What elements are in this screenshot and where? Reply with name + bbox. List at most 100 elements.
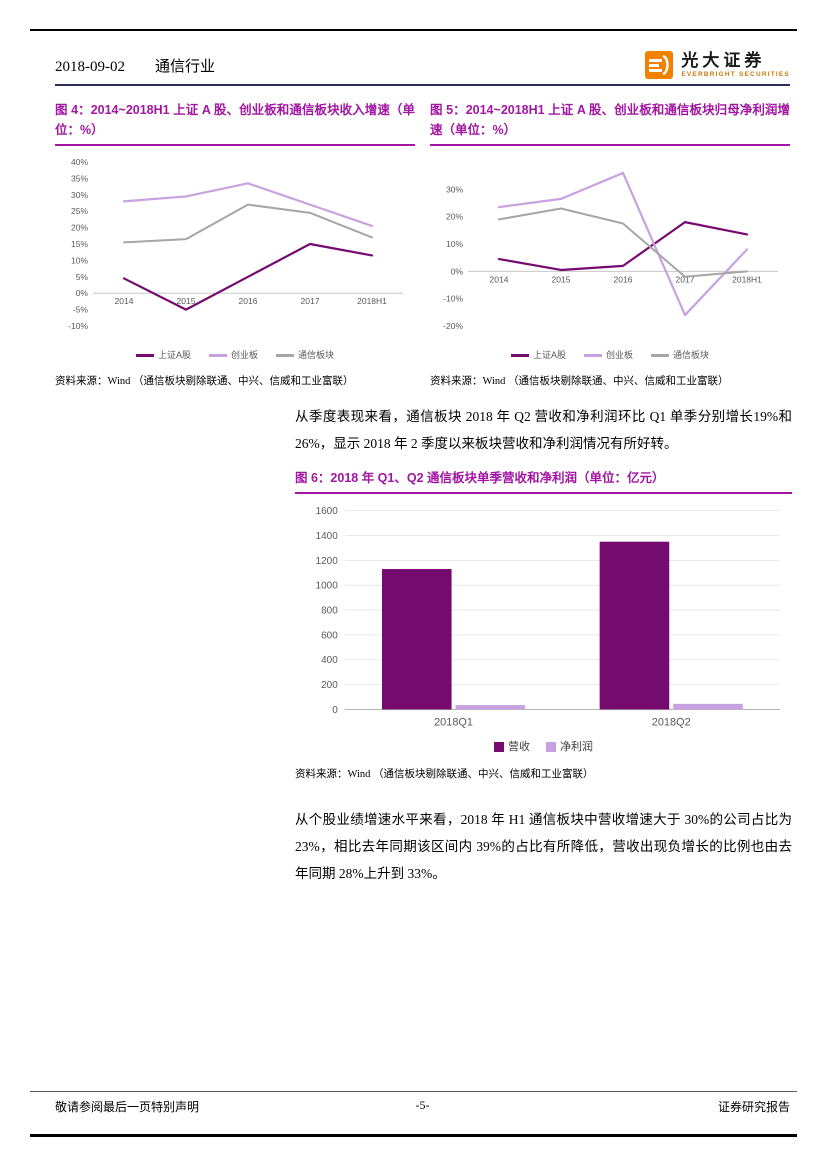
brand: 光大证券 EVERBRIGHT SECURITIES: [644, 50, 790, 80]
svg-text:0%: 0%: [76, 288, 89, 298]
series-swatch: [546, 742, 556, 753]
series-swatch: [135, 354, 154, 357]
svg-text:-20%: -20%: [443, 321, 463, 331]
series-swatch: [208, 354, 227, 357]
header-rule: [55, 84, 790, 86]
page-top-border: [30, 29, 797, 31]
legend-label: 上证A股: [532, 350, 566, 360]
svg-text:-10%: -10%: [68, 321, 88, 331]
figure-4-title-rule: [55, 144, 415, 146]
svg-text:800: 800: [321, 606, 338, 617]
legend-label: 创业板: [230, 350, 258, 360]
brand-subtitle: EVERBRIGHT SECURITIES: [681, 70, 790, 78]
header-meta: 2018-09-02 通信行业: [55, 55, 215, 80]
svg-text:1200: 1200: [316, 556, 339, 567]
svg-text:2018H1: 2018H1: [357, 296, 387, 306]
legend-item: 净利润: [546, 738, 593, 754]
svg-text:1600: 1600: [316, 506, 339, 517]
series-swatch: [276, 354, 294, 357]
svg-text:2014: 2014: [115, 296, 134, 306]
brand-text: 光大证券 EVERBRIGHT SECURITIES: [681, 51, 790, 78]
figure-5-source: 资料来源：Wind （通信板块剔除联通、中兴、信威和工业富联）: [430, 376, 729, 387]
svg-text:20%: 20%: [446, 212, 463, 222]
footer-disclaimer: 敬请参阅最后一页特别声明: [55, 1100, 200, 1114]
figure-5-title: 图 5：2014~2018H1 上证 A 股、创业板和通信板块归母净利润增速（单…: [430, 103, 790, 137]
figure-4-chart: 40% 35% 30% 25% 20% 15% 10% 5% 0% -5% -10% 2014 2015…: [68, 157, 403, 331]
svg-text:1400: 1400: [316, 531, 339, 542]
series-swatch: [510, 354, 529, 357]
svg-text:10%: 10%: [446, 239, 463, 249]
legend-label: 营收: [508, 741, 530, 753]
report-header: 2018-09-02 通信行业 光大证券 EVERBRIGHT SECURITI…: [55, 50, 790, 80]
brand-name: 光大证券: [681, 51, 766, 71]
series-swatch: [494, 742, 504, 753]
svg-text:2017: 2017: [676, 274, 695, 284]
figure-5-chart: 30% 20% 10% 0% -10% -20% 2014 2015 2016 2017 2018H…: [443, 171, 778, 331]
figure-4-source: 资料来源：Wind （通信板块剔除联通、中兴、信威和工业富联）: [55, 376, 354, 387]
svg-text:0%: 0%: [451, 266, 464, 276]
legend-item: 上证A股: [135, 348, 191, 361]
svg-text:10%: 10%: [71, 255, 88, 265]
svg-text:-5%: -5%: [73, 305, 89, 315]
series-swatch: [583, 354, 602, 357]
footer-rule: [30, 1091, 797, 1092]
svg-text:2017: 2017: [301, 296, 320, 306]
page-bottom-border: [30, 1134, 797, 1137]
legend-item: 通信板块: [651, 348, 709, 361]
series-swatch: [651, 354, 669, 357]
svg-text:30%: 30%: [71, 190, 88, 200]
figure-6-legend: 营收 净利润: [295, 738, 792, 754]
legend-label: 通信板块: [298, 350, 335, 360]
everbright-logo-icon: [645, 51, 674, 79]
report-footer: 敬请参阅最后一页特别声明 -5- 证券研究报告: [55, 1098, 790, 1115]
legend-item: 通信板块: [276, 348, 334, 361]
paragraph-stock-growth: 从个股业绩增速水平来看，2018 年 H1 通信板块中营收增速大于 30%的公司…: [295, 812, 792, 881]
figure-4: 图 4：2014~2018H1 上证 A 股、创业板和通信板块收入增速（单位：%…: [55, 100, 415, 388]
svg-text:5%: 5%: [76, 272, 89, 282]
figures-row: 图 4：2014~2018H1 上证 A 股、创业板和通信板块收入增速（单位：%…: [55, 100, 790, 388]
page-number: -5-: [415, 1098, 430, 1112]
svg-text:-10%: -10%: [443, 294, 463, 304]
svg-text:200: 200: [321, 680, 338, 691]
svg-text:1000: 1000: [316, 581, 339, 592]
svg-text:2015: 2015: [552, 274, 571, 284]
svg-text:20%: 20%: [71, 223, 88, 233]
svg-text:15%: 15%: [71, 239, 88, 249]
svg-text:2018H1: 2018H1: [732, 274, 762, 284]
footer-report-type: 证券研究报告: [717, 1100, 790, 1114]
legend-item: 创业板: [583, 348, 633, 361]
legend-label: 创业板: [605, 350, 633, 360]
legend-label: 净利润: [560, 741, 593, 753]
svg-text:30%: 30%: [446, 184, 463, 194]
legend-label: 上证A股: [157, 350, 191, 360]
svg-text:2018Q1: 2018Q1: [434, 716, 473, 728]
figure-5-title-rule: [430, 144, 790, 146]
figure-6: 图 6：2018 年 Q1、Q2 通信板块单季营收和净利润（单位：亿元） 0 20…: [295, 468, 792, 781]
figure-4-legend: 上证A股 创业板 通信板块: [55, 348, 415, 361]
figure-5-legend: 上证A股 创业板 通信板块: [430, 348, 790, 361]
figure-6-title: 图 6：2018 年 Q1、Q2 通信板块单季营收和净利润（单位：亿元）: [295, 471, 665, 485]
figure-6-chart: 0 200 400 600 800 1000 1200 1400 1600 2018Q1 2018Q…: [316, 506, 781, 728]
paragraph-quarter-performance: 从季度表现来看，通信板块 2018 年 Q2 营收和净利润环比 Q1 单季分别增…: [295, 409, 792, 451]
svg-text:2016: 2016: [614, 274, 633, 284]
legend-item: 营收: [494, 738, 530, 754]
report-industry: 通信行业: [155, 59, 216, 75]
svg-text:600: 600: [321, 630, 338, 641]
legend-item: 上证A股: [510, 348, 566, 361]
svg-text:40%: 40%: [71, 157, 88, 167]
svg-text:25%: 25%: [71, 206, 88, 216]
figure-5: 图 5：2014~2018H1 上证 A 股、创业板和通信板块归母净利润增速（单…: [430, 100, 790, 388]
svg-text:2015: 2015: [177, 296, 196, 306]
svg-text:35%: 35%: [71, 173, 88, 183]
svg-text:0: 0: [332, 705, 338, 716]
svg-text:2016: 2016: [239, 296, 258, 306]
figure-6-source: 资料来源：Wind （通信板块剔除联通、中兴、信威和工业富联）: [295, 769, 594, 780]
figure-6-title-rule: [295, 492, 792, 494]
legend-item: 创业板: [208, 348, 258, 361]
report-date: 2018-09-02: [55, 59, 125, 75]
legend-label: 通信板块: [673, 350, 710, 360]
figure-4-title: 图 4：2014~2018H1 上证 A 股、创业板和通信板块收入增速（单位：%…: [55, 103, 415, 137]
svg-text:400: 400: [321, 655, 338, 666]
svg-text:2018Q2: 2018Q2: [652, 716, 691, 728]
